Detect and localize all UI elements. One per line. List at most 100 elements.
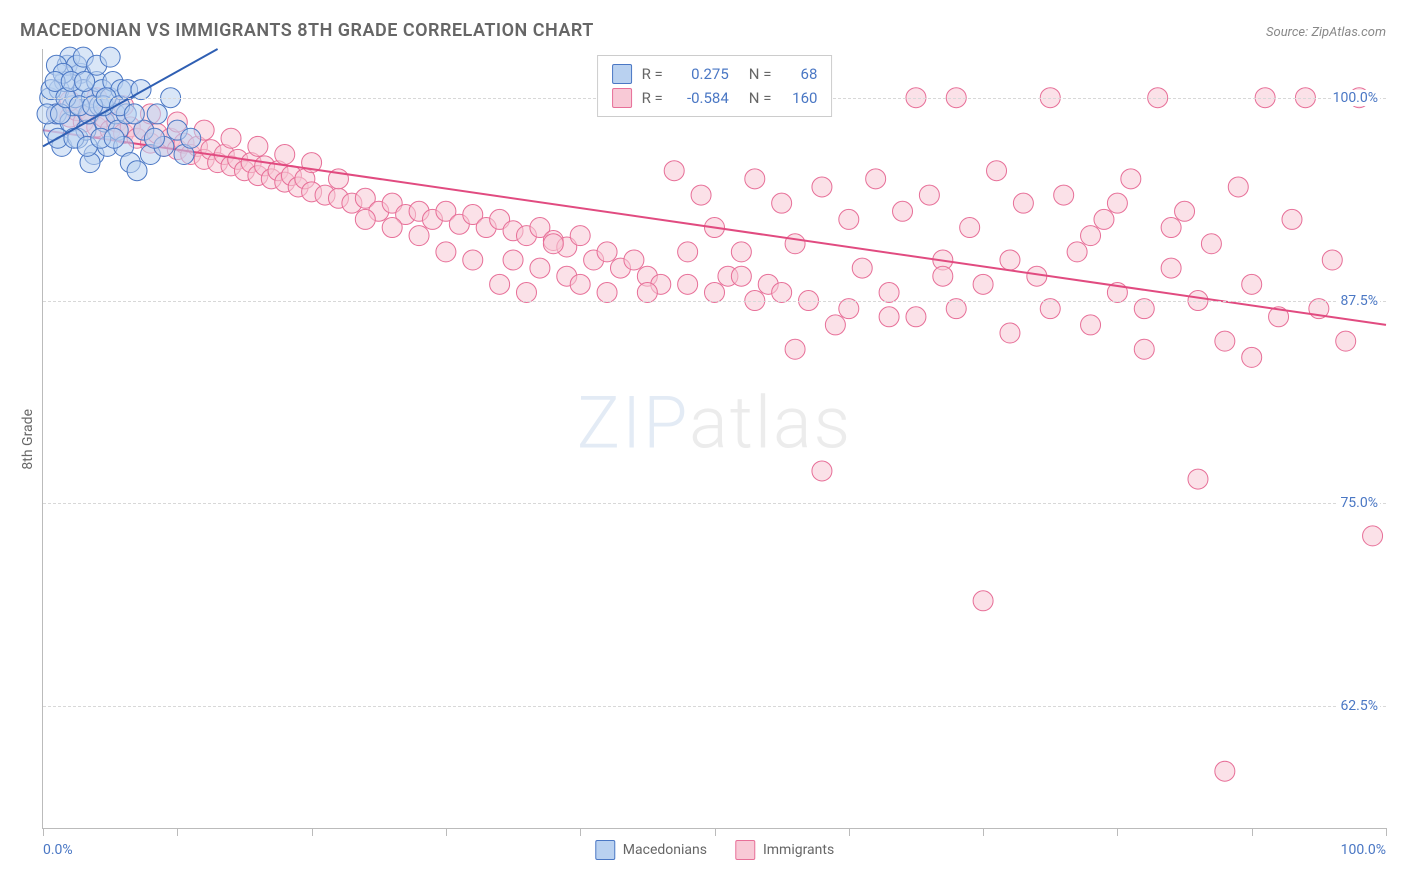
data-point <box>1215 761 1235 781</box>
data-point <box>124 104 144 124</box>
data-point <box>731 266 751 286</box>
data-point <box>785 339 805 359</box>
data-point <box>1175 201 1195 221</box>
data-point <box>144 128 164 148</box>
series-legend: Macedonians Immigrants <box>595 840 834 860</box>
data-point <box>530 258 550 278</box>
correlation-chart: MACEDONIAN VS IMMIGRANTS 8TH GRADE CORRE… <box>20 20 1386 829</box>
stats-r-value: -0.584 <box>673 86 729 110</box>
data-point <box>772 193 792 213</box>
data-point <box>973 591 993 611</box>
data-point <box>147 104 167 124</box>
data-point <box>879 282 899 302</box>
data-point <box>825 315 845 335</box>
data-point <box>893 201 913 221</box>
data-point <box>355 209 375 229</box>
legend-item: Macedonians <box>595 840 707 860</box>
data-point <box>664 161 684 181</box>
data-point <box>691 185 711 205</box>
x-tick <box>43 828 44 836</box>
data-point <box>745 169 765 189</box>
data-point <box>181 128 201 148</box>
data-point <box>772 282 792 302</box>
data-point <box>1000 323 1020 343</box>
data-point <box>100 47 120 67</box>
data-point <box>839 209 859 229</box>
plot-row: 8th Grade ZIPatlas R =0.275N =68R =-0.58… <box>20 49 1386 829</box>
data-point <box>839 299 859 319</box>
data-point <box>490 274 510 294</box>
legend-swatch <box>595 840 615 860</box>
x-tick <box>849 828 850 836</box>
gridline <box>43 706 1386 707</box>
stats-swatch <box>612 64 632 84</box>
data-point <box>221 128 241 148</box>
x-tick <box>177 828 178 836</box>
data-point <box>678 274 698 294</box>
data-point <box>1081 315 1101 335</box>
data-point <box>906 307 926 327</box>
data-point <box>1161 258 1181 278</box>
stats-n-label: N = <box>749 86 772 110</box>
data-point <box>516 282 536 302</box>
data-point <box>1067 242 1087 262</box>
data-point <box>1107 193 1127 213</box>
stats-n-value: 68 <box>781 62 817 86</box>
data-point <box>933 266 953 286</box>
stats-n-value: 160 <box>781 86 817 110</box>
data-point <box>1228 177 1248 197</box>
data-point <box>812 461 832 481</box>
data-point <box>812 177 832 197</box>
gridline <box>43 301 1386 302</box>
data-point <box>570 274 590 294</box>
data-point <box>624 250 644 270</box>
legend-item: Immigrants <box>735 840 834 860</box>
x-tick <box>1386 828 1387 836</box>
data-point <box>104 128 124 148</box>
data-point <box>1054 185 1074 205</box>
data-point <box>866 169 886 189</box>
legend-label: Macedonians <box>623 842 707 858</box>
data-point <box>1215 331 1235 351</box>
data-point <box>705 282 725 302</box>
data-point <box>987 161 1007 181</box>
y-tick-label: 87.5% <box>1338 293 1380 309</box>
x-tick <box>983 828 984 836</box>
data-point <box>1134 299 1154 319</box>
data-point <box>436 242 456 262</box>
legend-label: Immigrants <box>763 842 834 858</box>
data-point <box>678 242 698 262</box>
y-tick-label: 75.0% <box>1338 495 1380 511</box>
scatter-svg <box>43 49 1386 828</box>
data-point <box>785 234 805 254</box>
y-tick-label: 62.5% <box>1338 698 1380 714</box>
data-point <box>946 299 966 319</box>
data-point <box>960 218 980 238</box>
data-point <box>1188 469 1208 489</box>
y-axis-label: 8th Grade <box>20 409 36 470</box>
data-point <box>570 226 590 246</box>
data-point <box>127 161 147 181</box>
data-point <box>879 307 899 327</box>
data-point <box>382 218 402 238</box>
data-point <box>731 242 751 262</box>
stats-row: R =-0.584N =160 <box>612 86 818 110</box>
x-tick <box>1117 828 1118 836</box>
x-tick <box>312 828 313 836</box>
data-point <box>409 226 429 246</box>
stats-legend-box: R =0.275N =68R =-0.584N =160 <box>597 55 833 117</box>
data-point <box>1161 218 1181 238</box>
data-point <box>597 282 617 302</box>
data-point <box>1081 226 1101 246</box>
data-point <box>919 185 939 205</box>
data-point <box>1242 274 1262 294</box>
stats-r-value: 0.275 <box>673 62 729 86</box>
data-point <box>503 250 523 270</box>
data-point <box>543 234 563 254</box>
data-point <box>1094 209 1114 229</box>
data-point <box>1336 331 1356 351</box>
data-point <box>973 274 993 294</box>
data-point <box>1013 193 1033 213</box>
x-axis-min-label: 0.0% <box>43 842 73 858</box>
data-point <box>852 258 872 278</box>
